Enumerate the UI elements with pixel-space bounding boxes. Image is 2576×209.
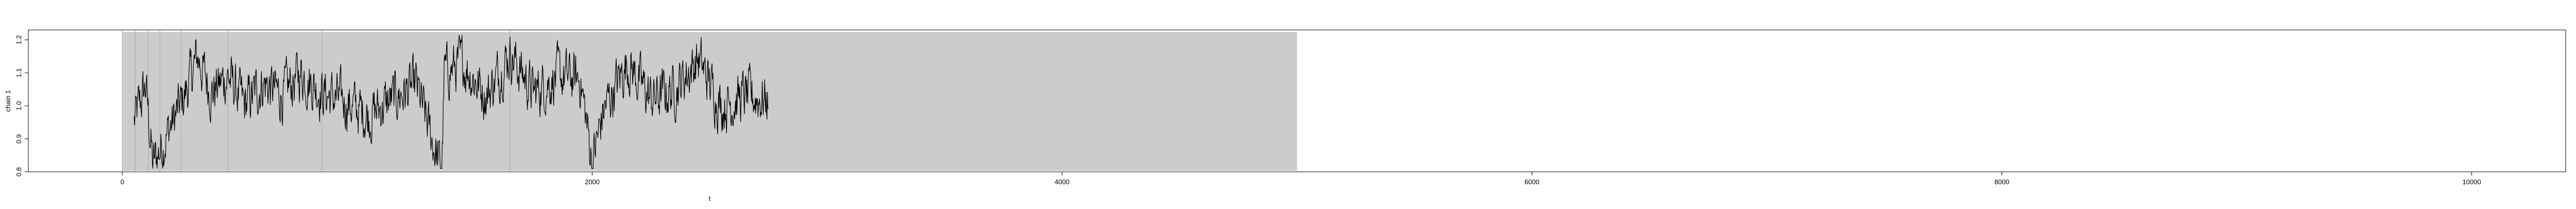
x-tick-label: 8000 xyxy=(1994,178,2009,186)
y-tick-label: 1.0 xyxy=(15,101,23,110)
x-tick-label: 2000 xyxy=(585,178,600,186)
x-axis-title: t xyxy=(709,195,711,202)
y-tick-label: 1.2 xyxy=(15,35,23,44)
plot-frame xyxy=(28,29,2566,172)
y-tick-label: 0.9 xyxy=(15,134,23,143)
x-axis: 0 2000 4000 6000 8000 10000 xyxy=(121,172,2481,186)
y-axis: 0.8 0.9 1.0 1.1 1.2 xyxy=(15,35,28,176)
x-tick-label: 6000 xyxy=(1524,178,1539,186)
x-tick-label: 4000 xyxy=(1055,178,1070,186)
y-tick-label: 0.8 xyxy=(15,167,23,176)
shaded-region xyxy=(122,32,1297,171)
y-tick-label: 1.1 xyxy=(15,68,23,77)
y-axis-title: chain 1 xyxy=(4,90,12,112)
series-line-chain-1 xyxy=(133,35,769,170)
x-tick-label: 10000 xyxy=(2463,178,2481,186)
x-tick-label: 0 xyxy=(121,178,124,186)
